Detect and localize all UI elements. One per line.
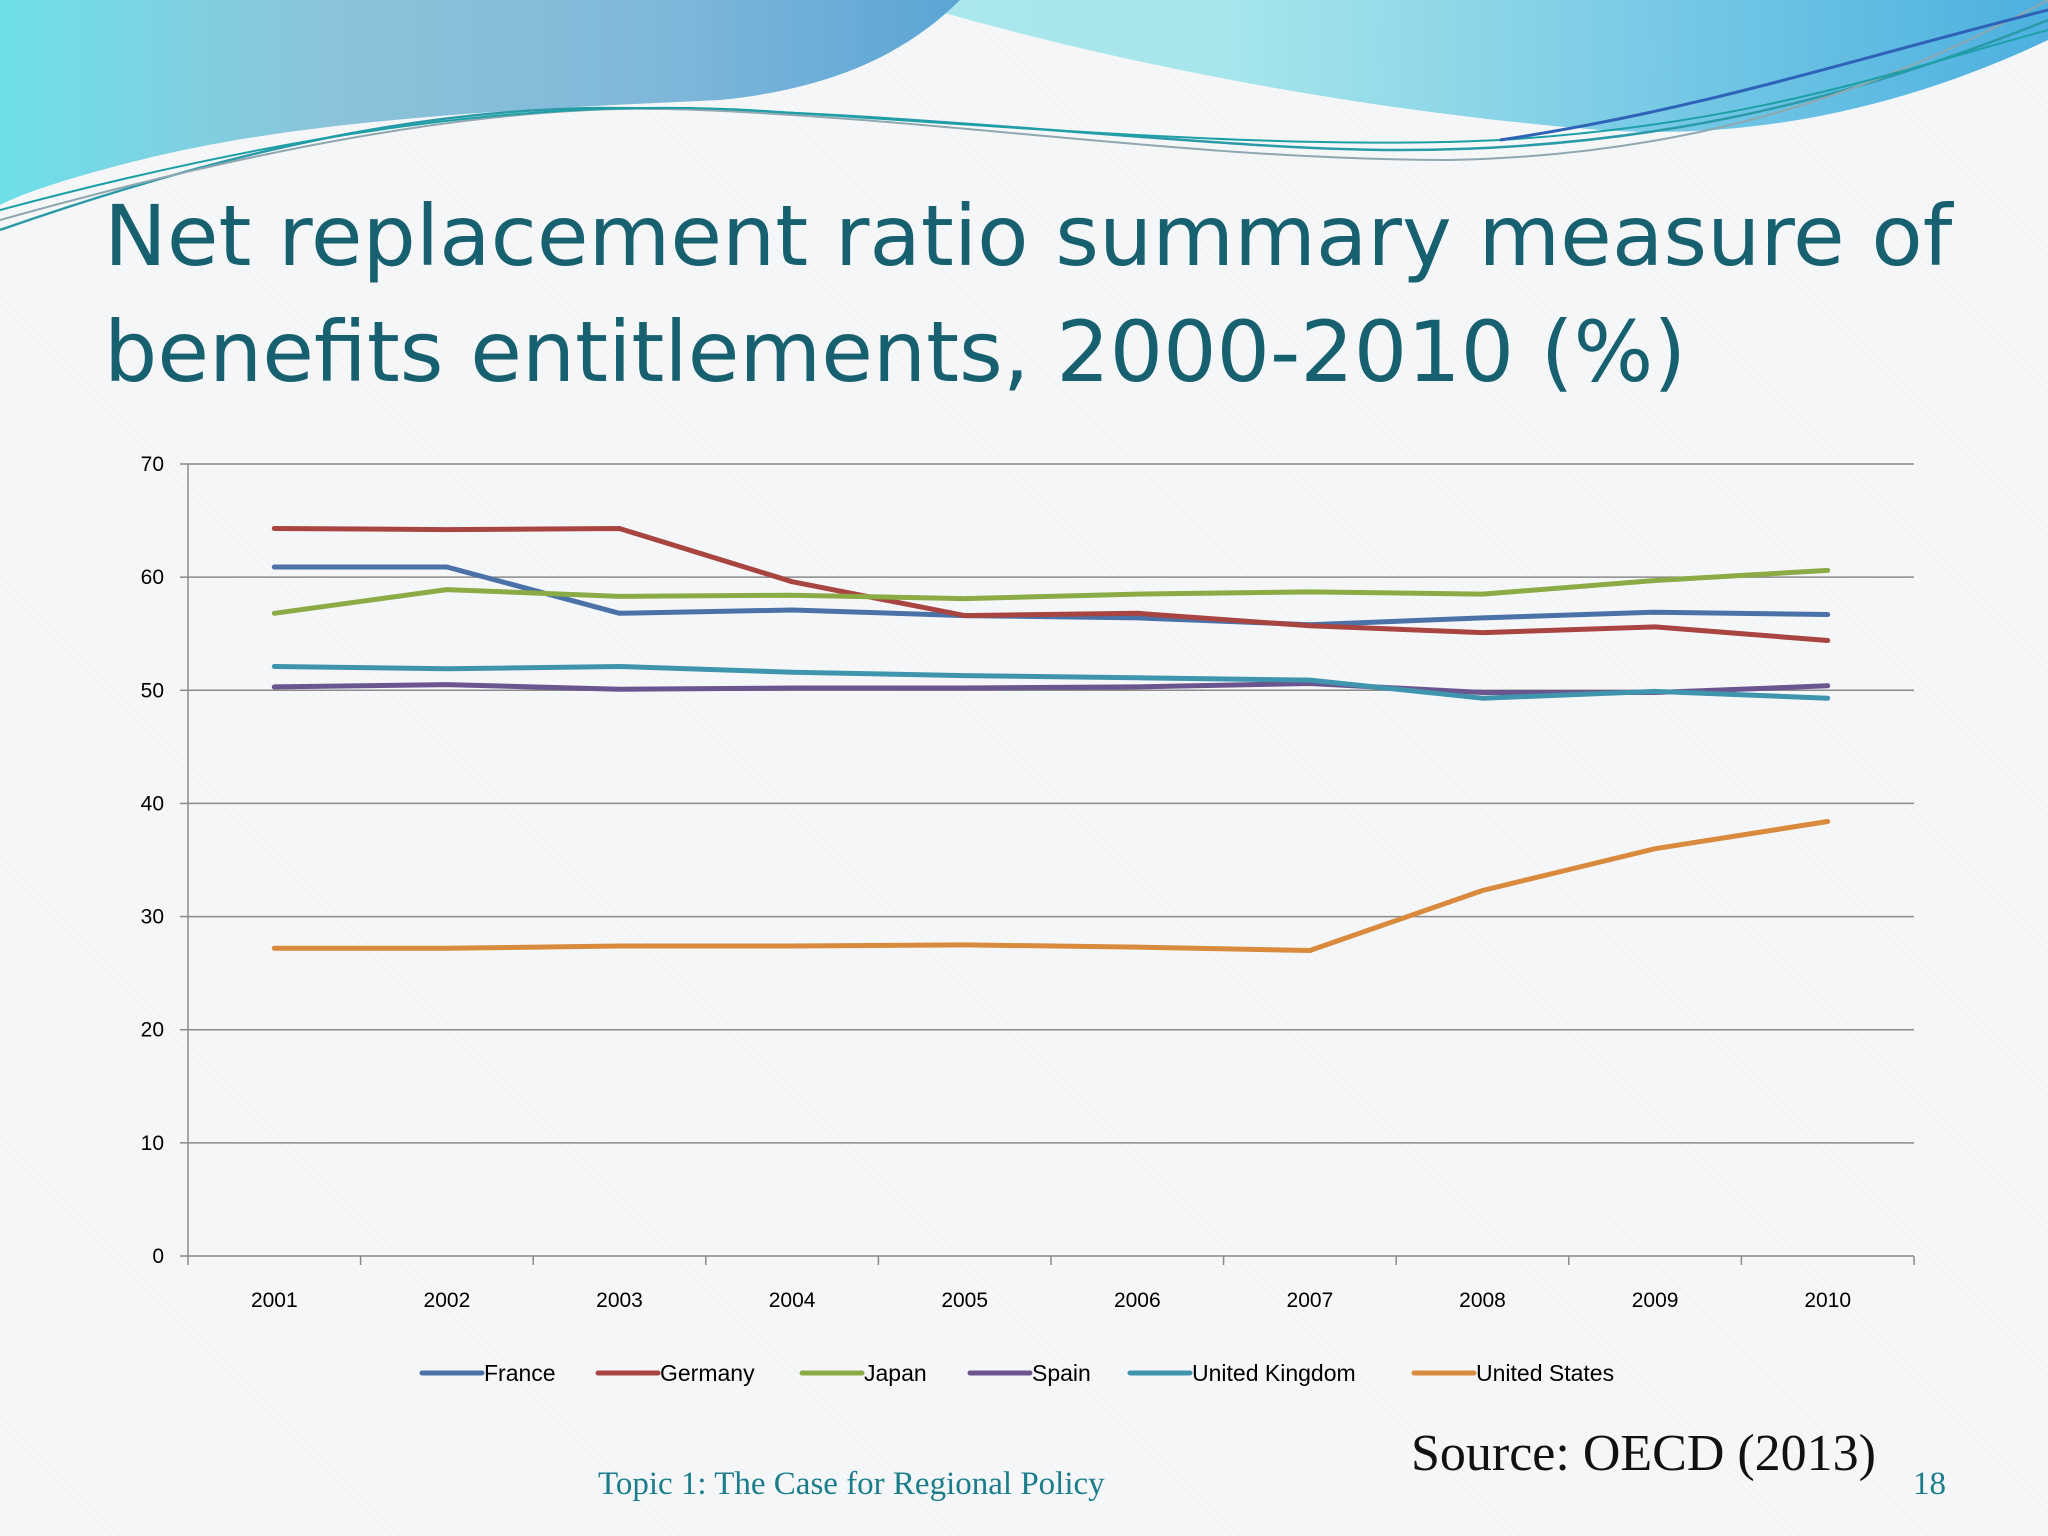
legend-label-germany: Germany [660,1360,755,1386]
x-tick-label: 2008 [1459,1289,1506,1312]
y-tick-label: 70 [141,453,164,476]
x-tick-label: 2004 [769,1289,816,1312]
chart-legend: France Germany Japan Spain United Kingdom Uni… [419,1360,1614,1386]
decorative-wave-banner [0,0,2048,232]
series-line-germany [271,526,1831,643]
y-tick-label: 0 [152,1245,164,1268]
series-line-spain [271,681,1831,695]
chart-series [271,526,1831,953]
slide-title: Net replacement ratio summary measure of… [104,187,1953,401]
source-citation: Source: OECD (2013) [1410,1425,1876,1482]
y-tick-label: 20 [141,1019,164,1042]
x-tick-label: 2007 [1287,1289,1334,1312]
legend-label-japan: Japan [864,1360,927,1386]
chart-axes: 0 10 20 30 40 50 60 70 2001 2002 2003 2004 2005 2006 2… [141,453,1915,1312]
page-number: 18 [1913,1466,1946,1502]
x-tick-label: 2003 [596,1289,643,1312]
legend-label-spain: Spain [1032,1360,1091,1386]
legend-label-united-states: United States [1476,1360,1614,1386]
x-tick-label: 2002 [424,1289,471,1312]
x-tick-label: 2006 [1114,1289,1161,1312]
series-line-united-kingdom [271,664,1831,701]
y-tick-label: 50 [141,679,164,702]
x-tick-label: 2009 [1632,1289,1679,1312]
series-line-united-states [271,819,1831,953]
x-tick-label: 2010 [1804,1289,1851,1312]
y-tick-label: 40 [141,792,164,815]
y-tick-label: 10 [141,1132,164,1155]
series-line-japan [271,567,1831,616]
footer-topic: Topic 1: The Case for Regional Policy [598,1466,1105,1502]
y-tick-label: 30 [141,906,164,929]
legend-label-united-kingdom: United Kingdom [1192,1360,1356,1386]
legend-label-france: France [484,1360,556,1386]
x-tick-label: 2001 [251,1289,298,1312]
x-tick-label: 2005 [941,1289,988,1312]
y-tick-label: 60 [141,566,164,589]
